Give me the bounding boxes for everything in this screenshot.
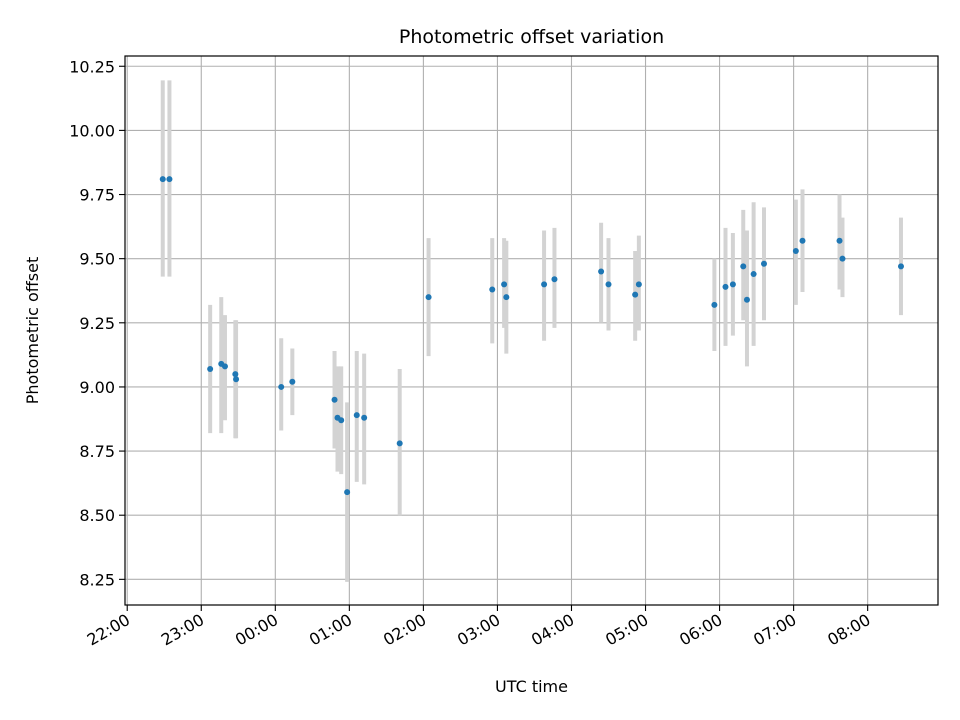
data-point xyxy=(722,283,729,290)
data-point xyxy=(289,378,296,385)
data-point xyxy=(635,281,642,288)
data-point xyxy=(489,286,496,293)
y-tick-label: 9.75 xyxy=(79,186,115,205)
data-point xyxy=(729,281,736,288)
chart-title: Photometric offset variation xyxy=(399,26,664,48)
y-tick-label: 8.50 xyxy=(79,506,115,525)
data-point xyxy=(344,489,351,496)
data-point xyxy=(551,276,558,283)
data-point xyxy=(166,176,173,183)
data-point xyxy=(839,255,846,262)
data-point xyxy=(159,176,166,183)
data-point xyxy=(207,365,214,372)
data-point xyxy=(221,363,228,370)
data-point xyxy=(232,371,239,378)
data-point xyxy=(632,291,639,298)
data-point xyxy=(711,301,718,308)
data-point xyxy=(353,412,360,419)
y-axis-label: Photometric offset xyxy=(23,257,42,405)
data-point xyxy=(541,281,548,288)
y-tick-label: 8.75 xyxy=(79,442,115,461)
data-point xyxy=(792,247,799,254)
y-tick-label: 10.00 xyxy=(69,121,115,140)
y-tick-label: 9.00 xyxy=(79,378,115,397)
data-point xyxy=(836,237,843,244)
data-points xyxy=(159,176,904,496)
plot-frame xyxy=(124,55,939,606)
data-point xyxy=(750,271,757,278)
y-tick-label: 9.25 xyxy=(79,314,115,333)
data-point xyxy=(501,281,508,288)
data-point xyxy=(605,281,612,288)
data-point xyxy=(760,260,767,267)
data-point xyxy=(331,396,338,403)
y-axis: 8.25 8.50 8.75 9.00 9.25 9.50 9.75 10.00 10.25 xyxy=(69,57,125,589)
y-tick-label: 8.25 xyxy=(79,570,115,589)
data-point xyxy=(233,376,240,383)
data-point xyxy=(361,414,368,421)
data-point xyxy=(740,263,747,270)
grid xyxy=(125,56,938,605)
data-point xyxy=(743,296,750,303)
data-point xyxy=(278,383,285,390)
data-point xyxy=(396,440,403,447)
data-point xyxy=(897,263,904,270)
y-tick-label: 9.50 xyxy=(79,250,115,269)
y-tick-label: 10.25 xyxy=(69,57,115,76)
data-point xyxy=(338,417,345,424)
data-point xyxy=(503,294,510,301)
data-point xyxy=(598,268,605,275)
data-point xyxy=(425,294,432,301)
data-point xyxy=(799,237,806,244)
x-axis-label: UTC time xyxy=(495,677,568,696)
